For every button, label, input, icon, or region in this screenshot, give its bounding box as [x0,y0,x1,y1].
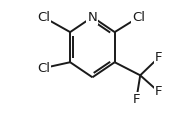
Text: N: N [87,10,97,24]
Text: F: F [155,51,162,64]
Text: F: F [133,93,140,106]
Text: F: F [155,85,162,98]
Text: Cl: Cl [133,10,146,24]
Text: Cl: Cl [37,62,50,75]
Text: Cl: Cl [37,10,50,24]
